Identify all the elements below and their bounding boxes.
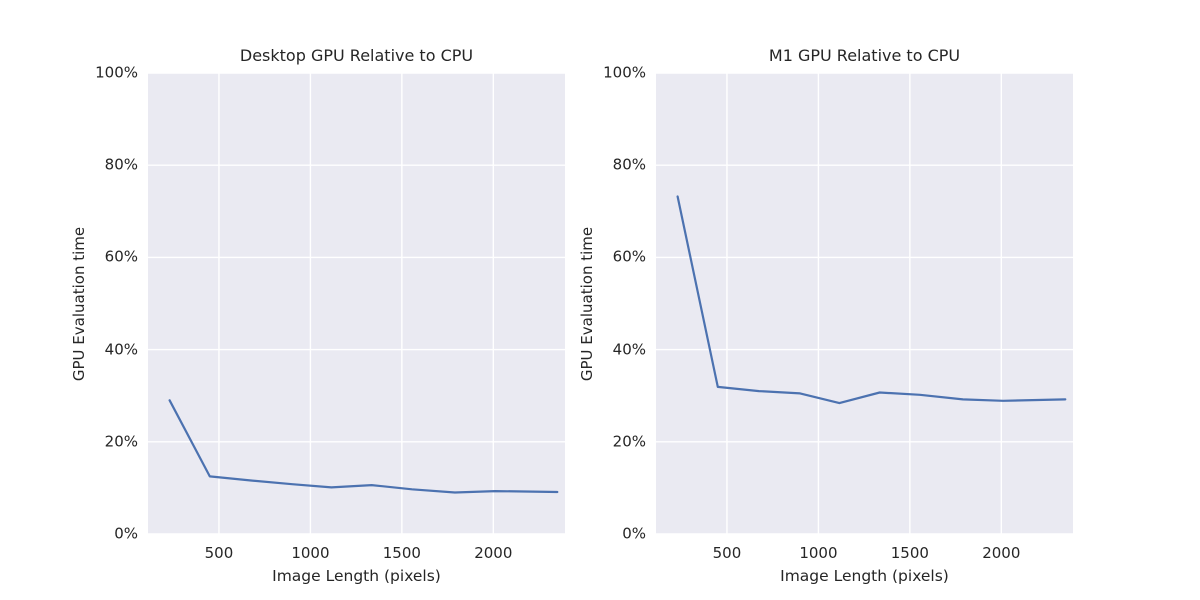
x-tick-label: 2000 [474,544,513,562]
x-tick-label: 1000 [799,544,838,562]
x-tick-label: 2000 [982,544,1021,562]
y-tick-label: 40% [104,340,138,359]
x-tick-label: 500 [712,544,742,562]
x-tick-label: 1000 [291,544,330,562]
chart-m1-gpu-relative-to-cpu: M1 GPU Relative to CPU GPU Evaluation ti… [578,46,1073,585]
y-tick-label: 0% [622,524,646,543]
data-line [676,195,1067,405]
y-tick-label: 100% [603,63,646,82]
x-tick-label: 1500 [382,544,421,562]
chart-title: M1 GPU Relative to CPU [768,46,961,65]
chart-desktop-gpu-relative-to-cpu: Desktop GPU Relative to CPU GPU Evaluati… [70,46,565,585]
plot-area [148,73,565,534]
y-tick-label: 80% [612,155,646,174]
x-tick-label: 500 [204,544,234,562]
x-axis-label: Image Length (pixels) [780,567,949,585]
y-tick-label: 0% [114,524,138,543]
chart-title: Desktop GPU Relative to CPU [239,46,474,65]
y-tick-label: 100% [95,63,138,82]
y-tick-label: 40% [612,340,646,359]
y-tick-label: 60% [104,247,138,266]
plot-canvas [148,73,565,534]
y-tick-label: 20% [104,432,138,451]
plot-area [656,73,1073,534]
plot-canvas [656,73,1073,534]
x-tick-label: 1500 [890,544,929,562]
y-tick-label: 80% [104,155,138,174]
data-line [168,399,559,494]
y-tick-label: 20% [612,432,646,451]
y-tick-label: 60% [612,247,646,266]
x-axis-label: Image Length (pixels) [272,567,441,585]
